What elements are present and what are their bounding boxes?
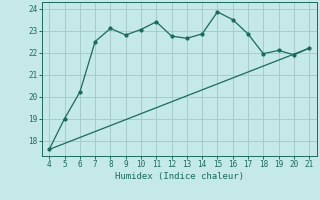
X-axis label: Humidex (Indice chaleur): Humidex (Indice chaleur): [115, 172, 244, 181]
